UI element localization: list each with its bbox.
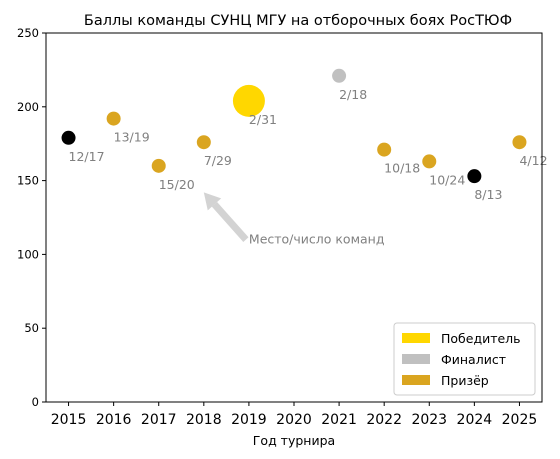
y-tick-label: 0 [32, 395, 39, 409]
annotation-arrow [211, 202, 249, 242]
legend-swatch [402, 333, 430, 343]
annotation-text: Место/число команд [249, 232, 385, 247]
y-tick-label: 100 [17, 247, 39, 261]
data-point-label: 2/31 [249, 112, 277, 127]
chart-title: Баллы команды СУНЦ МГУ на отборочных боя… [84, 13, 512, 29]
legend-swatch [402, 354, 430, 364]
legend-swatch [402, 375, 430, 385]
data-point-label: 2/18 [339, 87, 367, 102]
legend-label: Победитель [441, 331, 521, 346]
annotation-arrow-head [203, 192, 222, 211]
x-tick-label: 2016 [96, 412, 132, 428]
x-tick-label: 2024 [457, 412, 493, 428]
x-tick-label: 2019 [231, 412, 267, 428]
x-tick-label: 2021 [321, 412, 357, 428]
y-tick-label: 250 [17, 26, 39, 40]
point-labels-layer: 12/17 13/19 15/20 7/29 2/31 2/18 10/18 10/24 8/1… [69, 87, 548, 202]
data-point [106, 111, 121, 126]
data-point [422, 154, 437, 169]
points-layer [61, 68, 527, 184]
y-tick-label: 150 [17, 174, 39, 188]
data-point-label: 7/29 [204, 153, 232, 168]
data-point-label: 12/17 [69, 149, 105, 164]
x-tick-label: 2018 [186, 412, 222, 428]
data-point [512, 135, 527, 150]
y-tick-label: 200 [17, 100, 39, 114]
y-tick-label: 50 [24, 321, 39, 335]
data-point-label: 4/12 [519, 153, 547, 168]
legend: Победитель Финалист Призёр [393, 322, 536, 396]
x-tick-label: 2017 [141, 412, 177, 428]
data-point [232, 84, 265, 117]
x-tick-label: 2025 [502, 412, 538, 428]
x-tick-label: 2022 [366, 412, 402, 428]
x-tick-label: 2023 [411, 412, 447, 428]
data-point [377, 142, 392, 157]
data-point-label: 10/18 [384, 161, 420, 176]
x-tick-label: 2020 [276, 412, 312, 428]
y-axis: 0 50 100 150 200 250 [17, 26, 46, 409]
x-tick-label: 2015 [51, 412, 87, 428]
data-point [151, 158, 166, 173]
legend-label: Призёр [441, 373, 489, 388]
data-point [467, 169, 482, 184]
data-point [196, 135, 211, 150]
data-point-label: 8/13 [474, 187, 502, 202]
x-axis: 2015 2016 2017 2018 2019 2020 2021 2022 2023 2024… [51, 402, 538, 428]
data-point-label: 13/19 [114, 130, 150, 145]
data-point-label: 15/20 [159, 177, 195, 192]
legend-label: Финалист [441, 352, 506, 367]
data-point [61, 130, 76, 145]
plot-frame [45, 32, 543, 403]
data-point-label: 10/24 [429, 172, 465, 187]
annotation-layer: Место/число команд [203, 192, 385, 247]
data-point [332, 68, 347, 83]
x-axis-label: Год турнира [253, 433, 335, 448]
